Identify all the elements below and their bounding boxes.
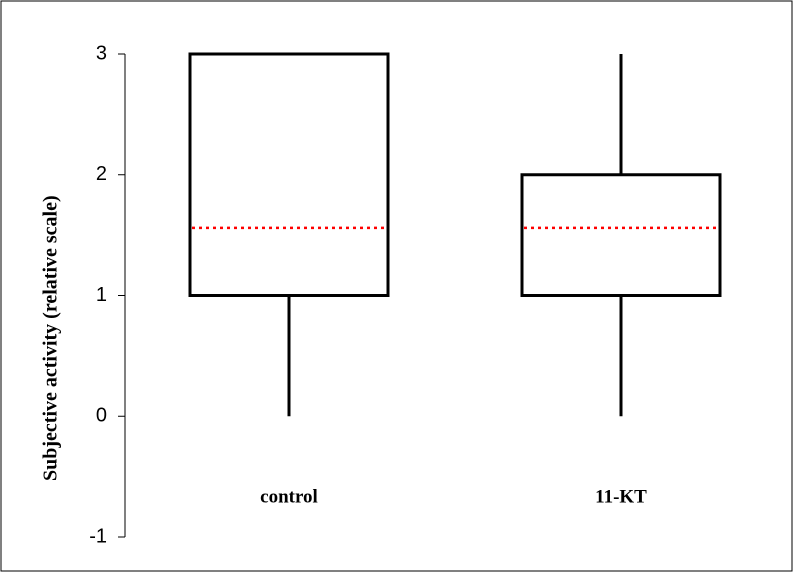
- box: [188, 52, 390, 297]
- x-category-label: 11-KT: [595, 486, 647, 507]
- y-tick-label: 2: [96, 163, 107, 185]
- y-axis-label: Subjective activity (relative scale): [40, 195, 62, 481]
- y-tick-label: -1: [89, 525, 107, 547]
- y-label-clip: Subjective activity (relative scale): [40, 195, 62, 481]
- y-tick-label: 0: [96, 405, 107, 427]
- y-tick-label: 1: [96, 284, 107, 306]
- x-category-label: control: [260, 486, 318, 507]
- box: [520, 173, 722, 297]
- y-tick-label: 3: [96, 42, 107, 64]
